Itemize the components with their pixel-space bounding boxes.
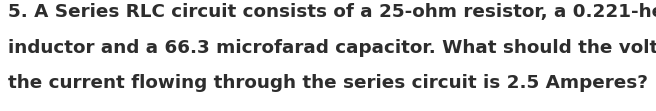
Text: 5. A Series RLC circuit consists of a 25-ohm resistor, a 0.221-henry: 5. A Series RLC circuit consists of a 25… [8,3,656,21]
Text: the current flowing through the series circuit is 2.5 Amperes?: the current flowing through the series c… [8,74,648,92]
Text: inductor and a 66.3 microfarad capacitor. What should the voltage be if: inductor and a 66.3 microfarad capacitor… [8,39,656,57]
